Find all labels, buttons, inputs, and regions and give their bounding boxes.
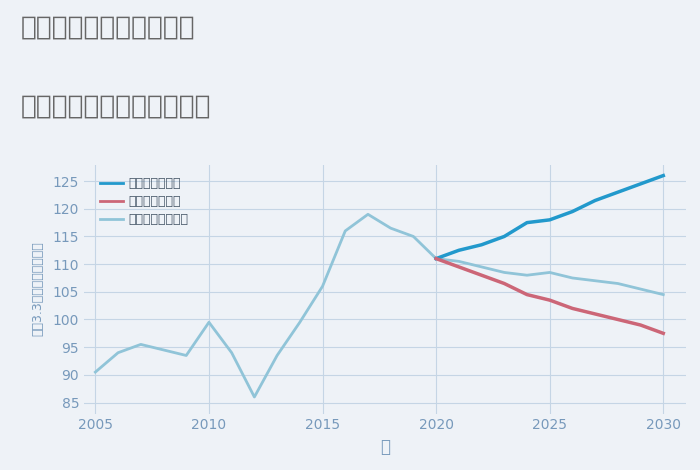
ノーマルシナリオ	[591, 278, 599, 283]
ノーマルシナリオ	[410, 234, 418, 239]
ノーマルシナリオ	[273, 352, 281, 358]
ノーマルシナリオ	[477, 264, 486, 270]
Text: 岐阜県多治見市白山町の: 岐阜県多治見市白山町の	[21, 14, 195, 40]
ノーマルシナリオ	[432, 256, 440, 261]
Line: グッドシナリオ: グッドシナリオ	[436, 176, 664, 258]
グッドシナリオ	[636, 181, 645, 187]
Line: ノーマルシナリオ: ノーマルシナリオ	[95, 214, 664, 397]
ノーマルシナリオ	[568, 275, 577, 281]
バッドシナリオ	[454, 264, 463, 270]
Line: バッドシナリオ: バッドシナリオ	[436, 258, 664, 333]
グッドシナリオ	[477, 242, 486, 248]
ノーマルシナリオ	[295, 320, 304, 325]
ノーマルシナリオ	[659, 292, 668, 298]
Legend: グッドシナリオ, バッドシナリオ, ノーマルシナリオ: グッドシナリオ, バッドシナリオ, ノーマルシナリオ	[97, 173, 192, 230]
ノーマルシナリオ	[91, 369, 99, 375]
ノーマルシナリオ	[364, 212, 372, 217]
バッドシナリオ	[545, 298, 554, 303]
グッドシナリオ	[591, 198, 599, 204]
ノーマルシナリオ	[500, 270, 508, 275]
バッドシナリオ	[591, 311, 599, 317]
グッドシナリオ	[500, 234, 508, 239]
ノーマルシナリオ	[136, 342, 145, 347]
ノーマルシナリオ	[636, 286, 645, 292]
グッドシナリオ	[614, 189, 622, 195]
ノーマルシナリオ	[614, 281, 622, 286]
ノーマルシナリオ	[182, 352, 190, 358]
グッドシナリオ	[568, 209, 577, 214]
グッドシナリオ	[545, 217, 554, 223]
ノーマルシナリオ	[341, 228, 349, 234]
ノーマルシナリオ	[523, 273, 531, 278]
Y-axis label: 坪（3.3㎡）単価（万円）: 坪（3.3㎡）単価（万円）	[32, 242, 44, 337]
ノーマルシナリオ	[545, 270, 554, 275]
バッドシナリオ	[477, 273, 486, 278]
Text: 中古マンションの価格推移: 中古マンションの価格推移	[21, 94, 211, 120]
グッドシナリオ	[659, 173, 668, 179]
ノーマルシナリオ	[204, 320, 213, 325]
バッドシナリオ	[432, 256, 440, 261]
グッドシナリオ	[523, 220, 531, 226]
バッドシナリオ	[659, 330, 668, 336]
バッドシナリオ	[523, 292, 531, 298]
グッドシナリオ	[454, 248, 463, 253]
ノーマルシナリオ	[114, 350, 122, 355]
ノーマルシナリオ	[318, 283, 327, 289]
バッドシナリオ	[636, 322, 645, 328]
グッドシナリオ	[432, 256, 440, 261]
ノーマルシナリオ	[250, 394, 258, 400]
ノーマルシナリオ	[160, 347, 168, 353]
バッドシナリオ	[568, 306, 577, 311]
ノーマルシナリオ	[228, 350, 236, 355]
X-axis label: 年: 年	[380, 438, 390, 456]
ノーマルシナリオ	[386, 225, 395, 231]
バッドシナリオ	[500, 281, 508, 286]
バッドシナリオ	[614, 317, 622, 322]
ノーマルシナリオ	[454, 258, 463, 264]
